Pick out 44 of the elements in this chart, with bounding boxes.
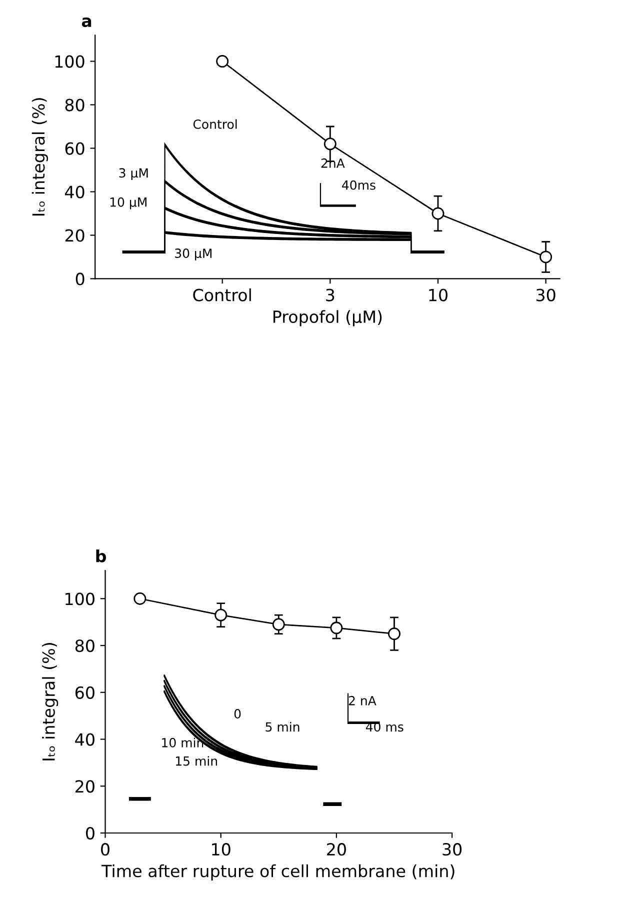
point	[432, 207, 444, 220]
point	[134, 592, 146, 605]
y-tick-label: 40	[75, 733, 94, 746]
y-tick-label: 80	[65, 98, 84, 112]
y-tick-label: 60	[75, 686, 94, 699]
annotation: 10 μM	[110, 197, 146, 210]
point	[324, 138, 336, 150]
point	[272, 618, 285, 631]
x-tick-label: Control	[193, 288, 251, 302]
y-tick-label: 0	[86, 826, 94, 840]
y-tick-label: 0	[76, 272, 84, 286]
x-tick-label: 10	[212, 843, 230, 856]
annotation: 30 μM	[175, 248, 212, 260]
y-axis-title: Iₜₒ integral (%)	[42, 642, 58, 760]
y-tick-label: 40	[64, 186, 84, 198]
y-tick-label: 100	[66, 592, 94, 606]
y-tick-label: 20	[76, 780, 94, 793]
y-tick-label: 60	[65, 142, 84, 155]
x-axis-title: Time after rupture of cell membrane (min)	[102, 864, 454, 881]
x-tick-label: 20	[327, 843, 346, 856]
point	[330, 622, 343, 634]
point	[388, 628, 400, 640]
point	[216, 55, 229, 68]
x-tick-label: 30	[442, 843, 462, 856]
x-tick-label: 3	[326, 288, 334, 302]
x-tick-label: 10	[429, 288, 448, 302]
chart-title: b	[96, 550, 106, 562]
x-tick-label: 30	[536, 288, 556, 302]
annotation: 0	[234, 709, 241, 719]
annotation: Control	[193, 119, 237, 129]
annotation: 5 min	[266, 722, 300, 732]
y-axis-title: Iₜₒ integral (%)	[32, 98, 48, 216]
annotation: 15 min	[176, 756, 217, 766]
point	[540, 250, 552, 264]
chart-title: a	[82, 18, 92, 28]
annotation: 40ms	[342, 180, 376, 190]
y-tick-label: 20	[65, 229, 84, 242]
annotation: 2 nA	[348, 696, 376, 706]
annotation: 3 μM	[119, 168, 148, 180]
x-axis-title: Propofol (μM)	[274, 310, 382, 326]
point	[214, 608, 228, 622]
y-tick-label: 80	[75, 639, 94, 652]
x-tick-label: 0	[101, 843, 110, 856]
y-tick-label: 100	[55, 55, 84, 68]
